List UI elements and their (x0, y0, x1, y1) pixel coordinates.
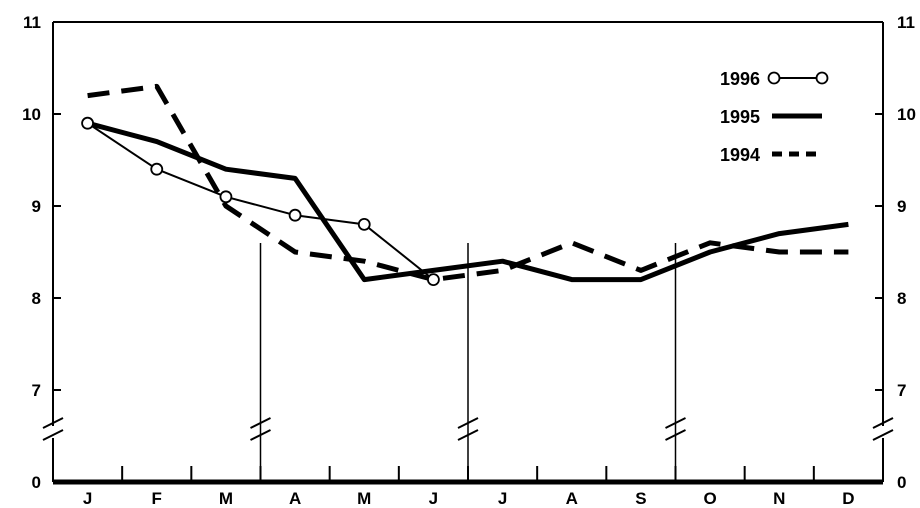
axis-break-marks (42, 417, 894, 441)
x-tick-label: N (773, 489, 785, 508)
data-point-1996 (219, 190, 233, 204)
legend-label: 1996 (720, 69, 760, 89)
x-tick-label: M (219, 489, 233, 508)
plot-frame (52, 21, 884, 482)
y-tick-label-right: 10 (897, 105, 916, 124)
data-point-1996 (81, 116, 94, 130)
axis-break-slash (872, 417, 894, 429)
y-tick-label-left: 9 (32, 197, 41, 216)
quarter-divider-lines (259, 243, 677, 482)
y-tick-label-right: 9 (897, 197, 906, 216)
y-tick-label-right: 8 (897, 289, 906, 308)
x-tick-label: J (498, 489, 507, 508)
left-y-axis-ticks: 0 7 8 9 10 11 (22, 13, 61, 492)
x-tick-label: F (152, 489, 162, 508)
data-point-1996 (357, 217, 371, 231)
legend-marker (815, 71, 829, 85)
x-tick-label: J (83, 489, 92, 508)
legend: 1996 1995 1994 (720, 69, 829, 165)
y-tick-label-left: 0 (32, 473, 41, 492)
x-tick-label: S (635, 489, 646, 508)
axis-break-gap (43, 426, 63, 438)
y-tick-label-left: 11 (23, 13, 41, 32)
y-tick-label-left: 8 (32, 289, 41, 308)
y-tick-label-left: 7 (32, 381, 41, 400)
x-tick-label: A (566, 489, 578, 508)
data-point-1996 (427, 273, 440, 287)
right-axis-break (872, 417, 894, 441)
series-line-1995 (86, 120, 849, 283)
series-line-1996 (87, 122, 435, 281)
data-point-1996 (150, 162, 164, 176)
y-tick-label-left: 10 (22, 105, 41, 124)
x-tick-label: O (703, 489, 716, 508)
x-tick-label: A (289, 489, 301, 508)
axis-break-slash (872, 429, 894, 441)
series-lines (81, 83, 849, 287)
legend-marker (767, 71, 781, 85)
y-tick-label-right: 0 (897, 473, 906, 492)
data-point-1996 (288, 208, 302, 222)
x-tick-label: J (429, 489, 438, 508)
x-tick-label: M (357, 489, 371, 508)
legend-label: 1995 (720, 107, 760, 127)
legend-entry-1994: 1994 (720, 145, 822, 165)
right-y-axis-ticks: 0 7 8 9 10 11 (875, 13, 916, 492)
y-tick-label-right: 7 (897, 381, 906, 400)
legend-entry-1995: 1995 (720, 107, 822, 127)
legend-label: 1994 (720, 145, 760, 165)
axis-break-slash (42, 417, 64, 429)
axis-break-gap (873, 426, 893, 438)
legend-entry-1996: 1996 (720, 69, 829, 89)
left-axis-break (42, 417, 64, 441)
series-line-1994 (87, 83, 849, 283)
y-tick-label-right: 11 (897, 13, 915, 32)
x-tick-label: D (842, 489, 854, 508)
axis-break-slash (42, 429, 64, 441)
